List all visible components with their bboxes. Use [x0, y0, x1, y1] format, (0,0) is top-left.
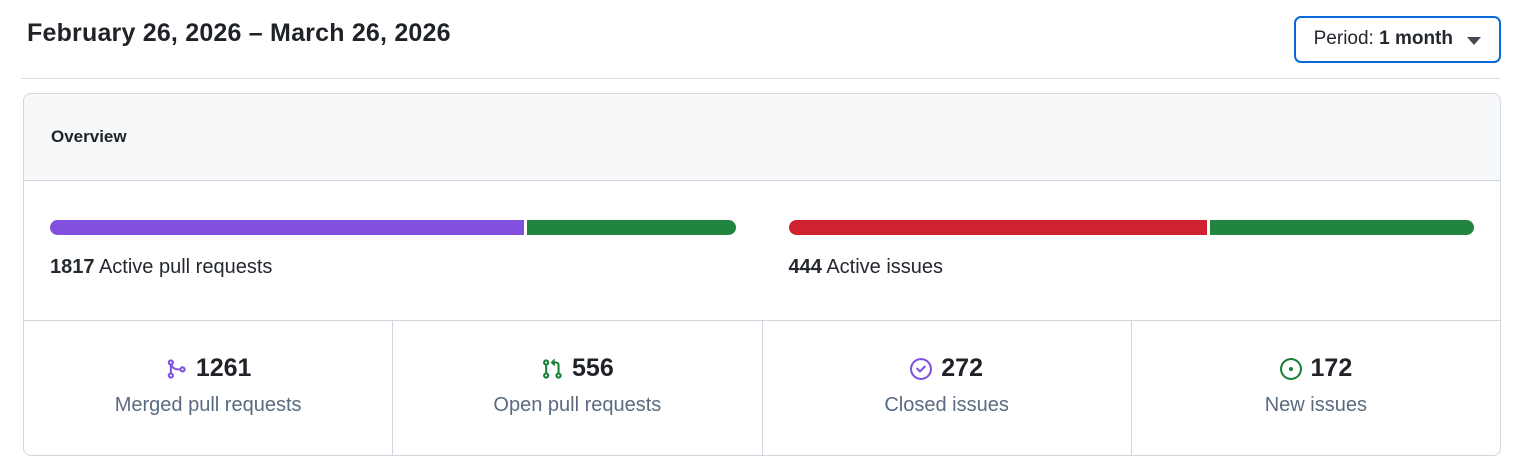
active-pull-requests-label: 1817 Active pull requests	[50, 256, 273, 278]
issues-meter	[788, 220, 1474, 235]
overview-card-header: Overview	[24, 94, 1500, 181]
new-issues-count-link[interactable]: 172	[1279, 354, 1353, 383]
open-pull-requests-count: 556	[572, 354, 614, 382]
overview-title: Overview	[51, 127, 127, 146]
closed-issues-segment	[788, 220, 1207, 235]
merged-pull-requests-count: 1261	[195, 354, 252, 382]
new-issues-segment	[1209, 220, 1474, 235]
pull-requests-meter	[50, 220, 736, 235]
issue-closed-icon	[910, 357, 933, 380]
closed-issues-label[interactable]: Closed issues	[884, 393, 1009, 416]
closed-issues-stat: 272 Closed issues	[761, 321, 1131, 455]
closed-issues-count: 272	[941, 354, 983, 382]
closed-issues-count-link[interactable]: 272	[910, 354, 983, 383]
merged-pull-requests-count-link[interactable]: 1261	[165, 354, 252, 383]
chevron-down-icon	[1467, 36, 1481, 45]
date-range-title: February 26, 2026 – March 26, 2026	[27, 19, 451, 47]
pull-requests-meter-block: 1817 Active pull requests	[50, 220, 736, 320]
meters-section: 1817 Active pull requests 444 Active iss…	[24, 181, 1500, 320]
page-header: February 26, 2026 – March 26, 2026 Perio…	[0, 0, 1520, 63]
open-pull-requests-count-link[interactable]: 556	[541, 354, 614, 383]
issues-meter-block: 444 Active issues	[788, 220, 1474, 320]
merged-pull-requests-stat: 1261 Merged pull requests	[24, 321, 392, 455]
issue-opened-icon	[1279, 357, 1302, 380]
new-issues-stat: 172 New issues	[1130, 321, 1500, 455]
merged-pull-requests-label[interactable]: Merged pull requests	[114, 393, 302, 416]
open-pull-requests-label[interactable]: Open pull requests	[493, 393, 662, 416]
period-value: 1 month	[1379, 28, 1453, 49]
new-issues-count: 172	[1310, 354, 1353, 382]
period-label: Period: 1 month	[1313, 28, 1453, 49]
period-select-button[interactable]: Period: 1 month	[1293, 16, 1501, 63]
header-divider	[21, 78, 1500, 79]
overview-card: Overview 1817 Active pull requests 444 A…	[23, 93, 1501, 456]
open-pull-requests-stat: 556 Open pull requests	[392, 321, 761, 455]
open-pull-requests-segment	[526, 220, 736, 235]
new-issues-label[interactable]: New issues	[1264, 393, 1367, 416]
stats-row: 1261 Merged pull requests 556 Open pull …	[24, 320, 1500, 455]
git-merge-icon	[165, 358, 187, 380]
git-pull-request-icon	[541, 358, 563, 380]
active-issues-label: 444 Active issues	[788, 256, 944, 278]
merged-pull-requests-segment	[50, 220, 524, 235]
